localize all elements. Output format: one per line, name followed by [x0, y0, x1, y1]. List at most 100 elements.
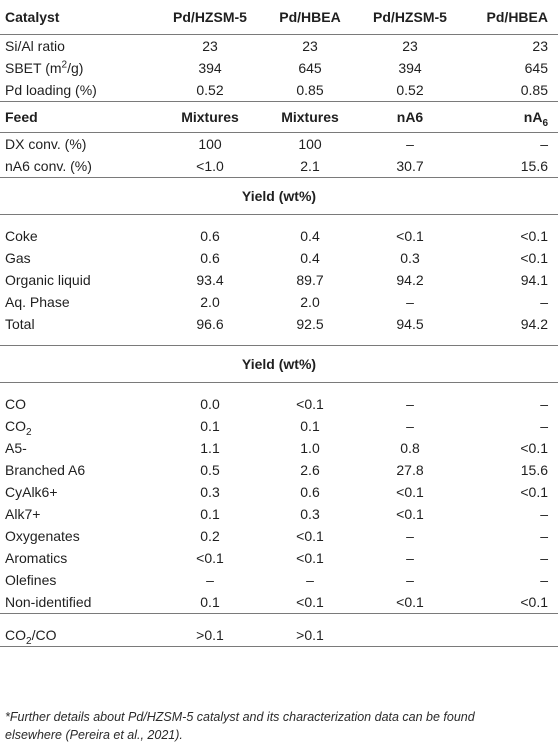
table-row: Organic liquid 93.4 89.7 94.2 94.1 [0, 269, 558, 291]
cell: 0.8 [400, 440, 420, 456]
row-label: Si/Al ratio [5, 38, 65, 54]
cell [460, 624, 558, 647]
cell: 0.1 [200, 506, 220, 522]
cell: 94.1 [520, 272, 548, 288]
row-label: Total [5, 316, 35, 332]
cell: – [406, 528, 414, 544]
cell: 1.0 [300, 440, 320, 456]
cell: – [406, 294, 414, 310]
section-header-row: Yield (wt%) [0, 177, 558, 215]
cell: 94.2 [396, 272, 424, 288]
row-label: CO2/CO [0, 624, 160, 647]
cell: <0.1 [460, 591, 558, 614]
header-pd-hzsm5-mixtures: Pd/HZSM-5 [160, 0, 260, 35]
table-row: DX conv. (%) 100 100 – – [0, 133, 558, 156]
row-label: Organic liquid [5, 272, 91, 288]
label-subscript: 2 [26, 635, 32, 647]
cell: <0.1 [360, 591, 460, 614]
cell: 23 [532, 38, 548, 54]
cell: 27.8 [396, 462, 424, 478]
cell: 23 [402, 38, 418, 54]
cell-subscript: 6 [542, 117, 548, 129]
cell: – [540, 136, 548, 152]
section-title: Yield (wt%) [0, 177, 558, 215]
label-superscript: 2 [61, 59, 68, 71]
cell: 645 [524, 60, 548, 76]
label-text: /CO [31, 627, 57, 643]
cell: nA6 [460, 101, 558, 133]
cell: – [406, 550, 414, 566]
footnote-line: *Further details about Pd/HZSM-5 catalys… [5, 710, 475, 724]
row-label: nA6 conv. (%) [0, 155, 160, 178]
table-row: Olefines – – – – [0, 569, 558, 591]
cell: – [540, 528, 548, 544]
footnote: *Further details about Pd/HZSM-5 catalys… [5, 708, 553, 744]
cell: – [406, 572, 414, 588]
label-subscript: 2 [26, 426, 32, 438]
cell: 30.7 [360, 155, 460, 178]
cell: 0.3 [300, 506, 320, 522]
footnote-line: elsewhere (Pereira et al., 2021). [5, 728, 183, 742]
cell: 0.52 [360, 79, 460, 102]
cell: <0.1 [520, 250, 548, 266]
cell: 0.2 [200, 528, 220, 544]
cell: <0.1 [296, 528, 324, 544]
cell: 0.4 [300, 228, 320, 244]
table-row: Oxygenates 0.2 <0.1 – – [0, 525, 558, 547]
row-label: A5- [5, 440, 27, 456]
cell: 2.0 [300, 294, 320, 310]
cell: 23 [202, 38, 218, 54]
cell [360, 624, 460, 647]
cell: 645 [298, 60, 322, 76]
row-label: Oxygenates [5, 528, 80, 544]
cell: 0.4 [300, 250, 320, 266]
spacer-row [0, 335, 558, 346]
cell: 23 [302, 38, 318, 54]
cell: <1.0 [160, 155, 260, 178]
table-row: Gas 0.6 0.4 0.3 <0.1 [0, 247, 558, 269]
cell: 100 [198, 136, 222, 152]
table-row: Branched A6 0.5 2.6 27.8 15.6 [0, 459, 558, 481]
cell: – [540, 396, 548, 412]
catalyst-results-table: Catalyst Pd/HZSM-5 Pd/HBEA Pd/HZSM-5 Pd/… [0, 0, 558, 647]
table-row: SBET (m2/g) 394 645 394 645 [0, 57, 558, 79]
row-label: Pd loading (%) [0, 79, 160, 102]
cell: 2.0 [200, 294, 220, 310]
cell: 0.1 [200, 418, 220, 434]
row-label: Coke [5, 228, 38, 244]
table-row: Si/Al ratio 23 23 23 23 [0, 35, 558, 58]
cell: 1.1 [200, 440, 220, 456]
ratio-row: CO2/CO >0.1 >0.1 [0, 624, 558, 647]
cell: <0.1 [520, 440, 548, 456]
row-label: Alk7+ [5, 506, 41, 522]
cell: <0.1 [296, 550, 324, 566]
row-label: Gas [5, 250, 31, 266]
cell: <0.1 [196, 550, 224, 566]
header-catalyst: Catalyst [0, 0, 160, 35]
cell: – [540, 506, 548, 522]
cell: 0.6 [200, 228, 220, 244]
table-row: Non-identified 0.1 <0.1 <0.1 <0.1 [0, 591, 558, 614]
cell: 0.3 [400, 250, 420, 266]
cell: 2.6 [300, 462, 320, 478]
cell: <0.1 [520, 484, 548, 500]
table-row: Aq. Phase 2.0 2.0 – – [0, 291, 558, 313]
cell: 0.6 [300, 484, 320, 500]
row-label: CO2 [0, 415, 160, 437]
feed-row: Feed Mixtures Mixtures nA6 nA6 [0, 101, 558, 133]
spacer [0, 335, 558, 346]
section-header-row: Yield (wt%) [0, 345, 558, 383]
cell: Mixtures [260, 101, 360, 133]
cell: 0.52 [160, 79, 260, 102]
cell: – [540, 294, 548, 310]
row-label: Branched A6 [5, 462, 86, 478]
cell: – [306, 572, 314, 588]
row-label: SBET (m2/g) [0, 57, 160, 79]
cell: 92.5 [296, 316, 324, 332]
cell: <0.1 [396, 506, 424, 522]
header-pd-hzsm5-na6: Pd/HZSM-5 [360, 0, 460, 35]
cell: – [406, 136, 414, 152]
cell: 394 [398, 60, 422, 76]
table-row: CO 0.0 <0.1 – – [0, 393, 558, 415]
cell: 0.85 [460, 79, 558, 102]
